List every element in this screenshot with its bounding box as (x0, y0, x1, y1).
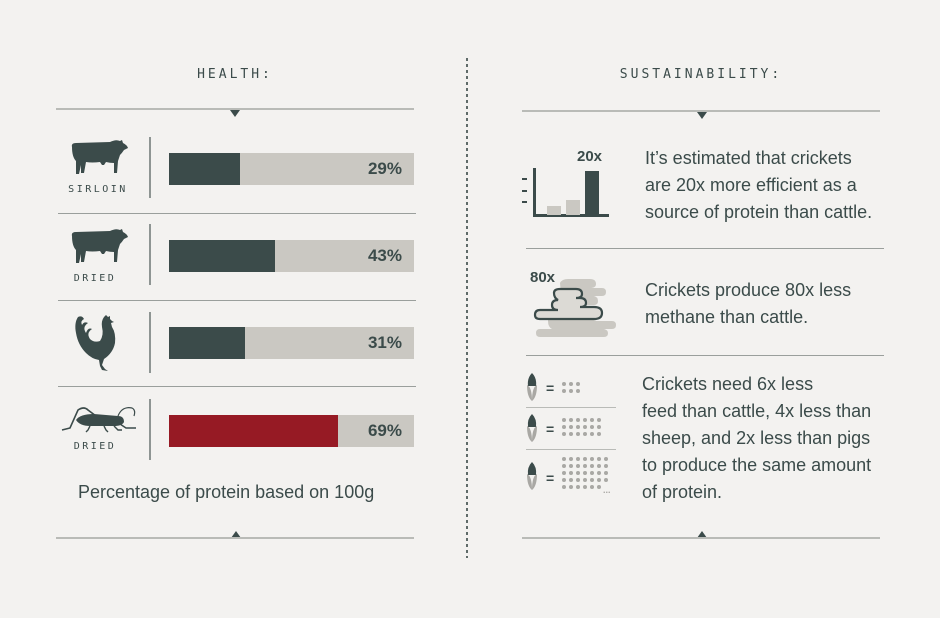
triangle-up-icon (231, 531, 241, 538)
cow-icon (71, 140, 128, 174)
equals-sign: = (546, 421, 555, 437)
protein-bar-fill (169, 327, 245, 359)
protein-bar-fill (169, 153, 240, 185)
feed-dots-sheep (562, 418, 601, 436)
animal-label: DRIED (73, 273, 117, 284)
row-divider (58, 213, 416, 214)
animal-label: SIRLOIN (68, 184, 128, 195)
bar-chart-icon (522, 168, 609, 217)
sustainability-top-divider (522, 110, 880, 112)
row-divider (58, 386, 416, 387)
chicken-icon (75, 315, 116, 371)
health-caption: Percentage of protein based on 100g (78, 482, 375, 502)
protein-bar-fill (169, 415, 338, 447)
efficiency-description: It’s estimated that crickets are 20x mor… (645, 148, 873, 222)
feed-dots-cattle (562, 382, 580, 393)
stat-label: 20x (577, 148, 603, 165)
feed-description: Crickets need 6x less feed than cattle, … (642, 374, 872, 502)
protein-value: 43% (367, 246, 402, 265)
item-divider (526, 248, 884, 249)
methane-description: Crickets produce 80x less methane than c… (645, 280, 852, 327)
stat-label: 80x (530, 269, 556, 286)
sustainability-bottom-divider (522, 537, 880, 539)
protein-value: 31% (367, 333, 402, 352)
equals-sign: = (546, 380, 555, 396)
feed-dots-pigs (562, 457, 608, 489)
column-divider (466, 58, 468, 558)
protein-bar-track: 43% (169, 240, 414, 272)
feed-divider (526, 407, 616, 408)
equals-sign: = (546, 470, 555, 486)
health-top-divider (56, 108, 414, 110)
row-separator (149, 137, 151, 198)
health-heading: HEALTH: (197, 67, 273, 82)
animal-label: DRIED (73, 441, 117, 452)
cricket-icon (61, 407, 136, 433)
health-bottom-divider (56, 537, 414, 539)
item-divider (526, 355, 884, 356)
corn-icon (527, 462, 537, 490)
protein-bar-track: 31% (169, 327, 414, 359)
triangle-up-icon (697, 531, 707, 538)
feed-divider (526, 449, 616, 450)
feed-ellipsis: ... (603, 485, 611, 495)
protein-bar-track: 69% (169, 415, 414, 447)
methane-cloud-icon (533, 279, 616, 337)
row-separator (149, 399, 151, 460)
protein-bar-track: 29% (169, 153, 414, 185)
protein-value: 29% (367, 159, 402, 178)
corn-icon (527, 373, 537, 401)
sustainability-heading: SUSTAINABILITY: (619, 67, 783, 82)
cow-icon (71, 229, 128, 263)
row-separator (149, 224, 151, 285)
row-divider (58, 300, 416, 301)
triangle-down-icon (230, 110, 240, 117)
triangle-down-icon (697, 112, 707, 119)
protein-bar-fill (169, 240, 275, 272)
protein-value: 69% (367, 421, 402, 440)
row-separator (149, 312, 151, 373)
corn-icon (527, 414, 537, 442)
